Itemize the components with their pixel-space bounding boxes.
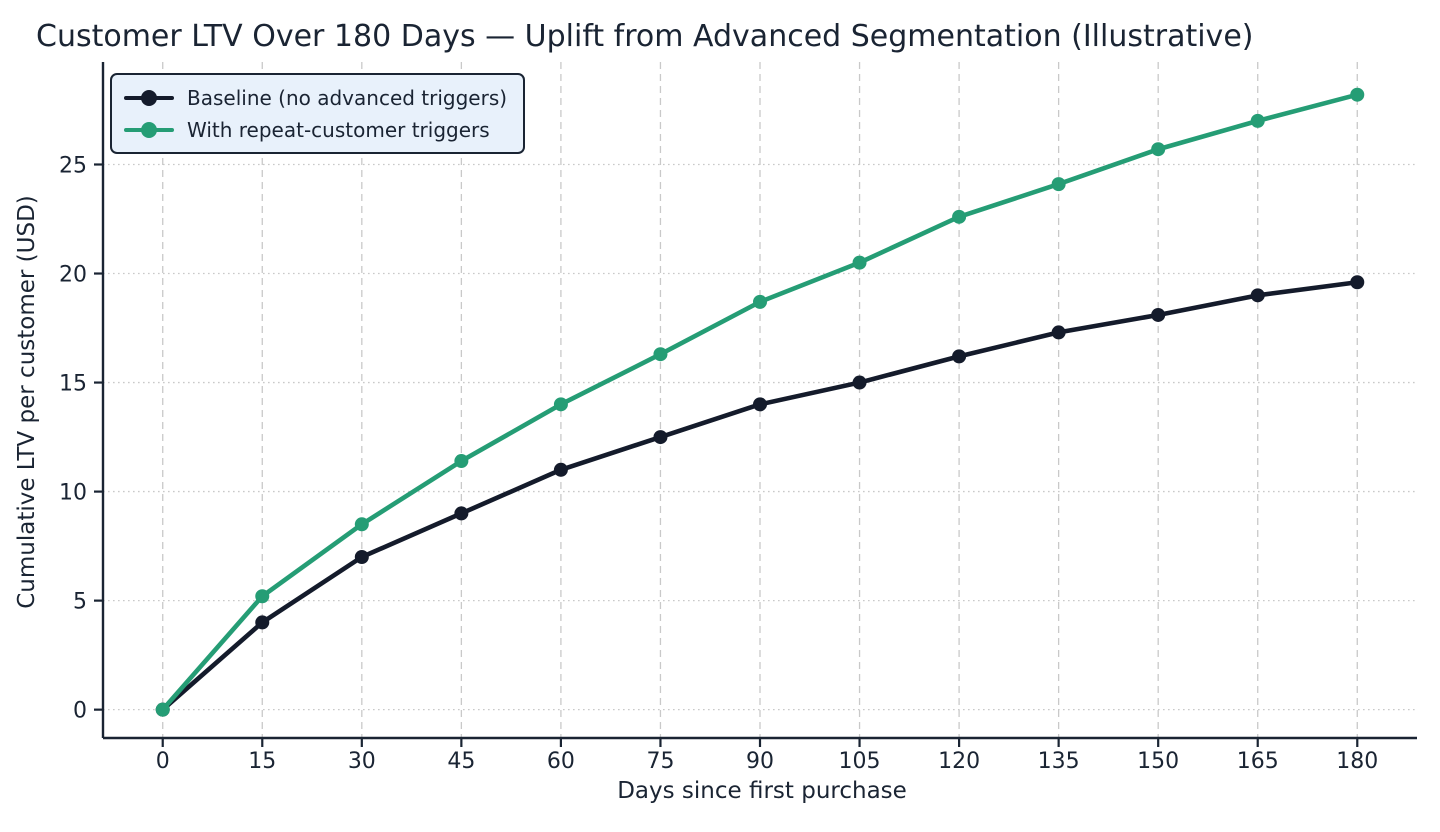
x-axis-label: Days since first purchase [617,778,907,804]
data-point [852,375,867,390]
data-point [952,209,967,224]
y-tick-label: 5 [73,590,87,615]
chart-title: Customer LTV Over 180 Days — Uplift from… [36,19,1254,54]
data-point [553,462,568,477]
y-tick-label: 10 [59,481,87,506]
legend-label-triggers: With repeat-customer triggers [187,117,490,142]
data-point [255,589,270,604]
data-point [1250,113,1265,128]
data-point [753,294,767,309]
x-tick-label: 0 [156,749,170,774]
data-point [852,255,867,270]
data-point [1051,177,1066,192]
x-tick-label: 120 [938,749,980,774]
data-point [1051,325,1066,340]
x-tick-label: 45 [447,749,475,774]
data-point [354,550,369,565]
data-point [653,347,668,362]
data-point [1151,142,1166,157]
y-tick-label: 20 [59,263,87,288]
legend-marker-icon [141,121,157,138]
x-tick-label: 180 [1336,749,1378,774]
data-point [653,430,668,445]
data-point [454,454,469,469]
legend-marker-icon [141,89,157,106]
data-point [354,517,369,532]
x-tick-label: 135 [1038,749,1080,774]
x-tick-label: 150 [1137,749,1179,774]
data-point [1151,307,1166,322]
data-point [255,615,270,630]
x-tick-label: 60 [547,749,575,774]
data-point [155,702,170,717]
y-axis-label: Cumulative LTV per customer (USD) [14,195,40,609]
x-tick-label: 30 [348,749,376,774]
data-point [952,349,967,364]
data-point [1350,87,1365,102]
data-point [1350,275,1365,290]
data-point [1250,288,1265,303]
legend-item-baseline: Baseline (no advanced triggers) [124,82,507,113]
data-point [553,397,568,412]
y-tick-label: 0 [73,699,87,724]
x-tick-label: 15 [248,749,276,774]
x-tick-label: 165 [1237,749,1279,774]
y-tick-label: 25 [59,153,87,178]
legend: Baseline (no advanced triggers) With rep… [110,73,526,154]
x-tick-label: 75 [646,749,674,774]
legend-item-triggers: With repeat-customer triggers [124,114,507,145]
legend-line-sample-triggers [124,121,174,138]
y-tick-label: 15 [59,372,87,397]
data-point [454,506,469,521]
legend-label-baseline: Baseline (no advanced triggers) [187,85,508,110]
data-point [753,397,767,412]
x-tick-label: 105 [839,749,881,774]
x-tick-label: 90 [746,749,774,774]
legend-line-sample-baseline [124,89,174,106]
